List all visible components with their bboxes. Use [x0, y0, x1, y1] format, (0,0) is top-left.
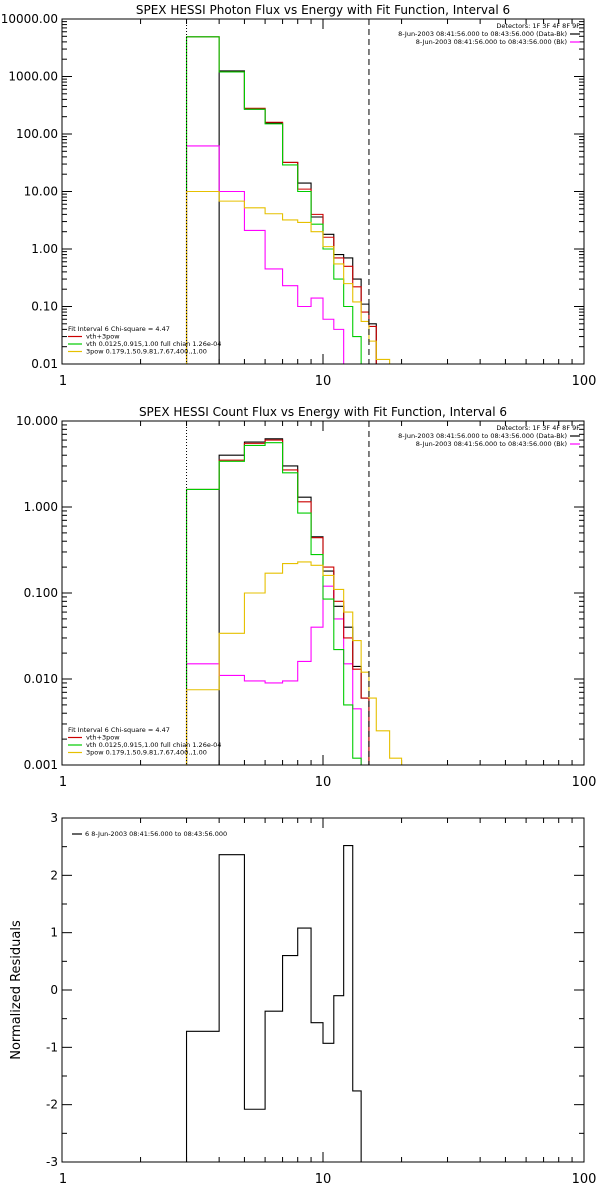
series-line-4	[185, 36, 370, 364]
legend-header: Fit Interval 6 Chi-square = 4.47	[68, 325, 170, 333]
y-tick-label: 0.01	[31, 357, 58, 371]
plot-area	[185, 36, 391, 364]
legend-entry: 8-Jun-2003 08:41:56.000 to 08:43:56.000 …	[398, 30, 567, 38]
plot-area	[185, 844, 362, 1162]
legend-entry: vth 0.0125,0.915,1.00 full chian 1.26e-0…	[86, 741, 221, 749]
series-line-5	[185, 561, 403, 765]
series-line-4	[185, 442, 362, 765]
legend-header: Fit Interval 6 Chi-square = 4.47	[68, 726, 170, 734]
legend-header: Detectors: 1F 3F 4F 8F 9F	[496, 424, 580, 432]
chart-title: SPEX HESSI Photon Flux vs Energy with Fi…	[136, 3, 510, 17]
legend-entry: 8-Jun-2003 08:41:56.000 to 08:43:56.000 …	[398, 432, 567, 440]
series-line-1	[185, 844, 362, 1162]
y-tick-label: 100.00	[16, 127, 58, 141]
legend-entry: vth 0.0125,0.915,1.00 full chian 1.26e-0…	[86, 340, 221, 348]
legend-entry: vth+3pow	[86, 333, 120, 341]
y-tick-label: 2	[50, 868, 58, 882]
y-tick-label: -3	[46, 1155, 58, 1169]
x-tick-label: 1	[59, 775, 67, 790]
y-tick-label: 10.000	[16, 414, 58, 428]
x-tick-label: 100	[572, 1172, 597, 1187]
y-tick-label: 1	[50, 926, 58, 940]
legend-entry: 6 8-Jun-2003 08:41:56.000 to 08:43:56.00…	[85, 830, 227, 838]
y-tick-label: 0.100	[24, 586, 58, 600]
series-line-1	[218, 438, 370, 765]
y-tick-label: 0.010	[24, 672, 58, 686]
legend-entry: 8-Jun-2003 08:41:56.000 to 08:43:56.000 …	[416, 440, 567, 448]
y-tick-label: 0.10	[31, 300, 58, 314]
x-tick-label: 1	[59, 374, 67, 389]
series-line-3	[185, 36, 377, 364]
series-line-2	[185, 585, 362, 765]
x-tick-label: 1	[59, 1172, 67, 1187]
x-tick-label: 10	[315, 1172, 332, 1187]
y-tick-label: 10000.00	[1, 12, 58, 26]
plot-frame	[61, 420, 585, 766]
y-tick-label: -1	[46, 1040, 58, 1054]
chart-1: SPEX HESSI Photon Flux vs Energy with Fi…	[1, 3, 597, 389]
y-tick-label: 1.00	[31, 242, 58, 256]
x-tick-label: 10	[315, 374, 332, 389]
y-axis-label: Normalized Residuals	[9, 920, 24, 1060]
x-tick-label: 10	[315, 775, 332, 790]
legend-entry: 3pow 0.179,1.50,9.81,7.67,400.,1.00	[86, 749, 207, 757]
series-line-2	[185, 145, 354, 364]
chart-2: SPEX HESSI Count Flux vs Energy with Fit…	[16, 405, 597, 790]
chart-3: 1 10 100 -3 -2 -1 0 1 2 3 Normalized Residuals 6 8-…	[9, 811, 597, 1187]
legend-entry: vth+3pow	[86, 734, 120, 742]
legend-header: Detectors: 1F 3F 4F 8F 9F	[496, 22, 580, 30]
plot-frame	[61, 18, 585, 365]
series-line-1	[218, 70, 377, 364]
x-tick-label: 100	[572, 374, 597, 389]
plot-area	[185, 438, 403, 765]
x-tick-label: 100	[572, 775, 597, 790]
y-tick-label: -2	[46, 1098, 58, 1112]
y-tick-label: 3	[50, 811, 58, 825]
plot-frame	[61, 817, 585, 1163]
y-tick-label: 1000.00	[8, 70, 58, 84]
series-line-3	[185, 439, 370, 765]
chart-title: SPEX HESSI Count Flux vs Energy with Fit…	[139, 405, 507, 419]
series-line-5	[185, 190, 391, 364]
y-tick-label: 10.00	[24, 185, 58, 199]
y-tick-label: 0	[50, 983, 58, 997]
legend-entry: 8-Jun-2003 08:41:56.000 to 08:43:56.000 …	[416, 38, 567, 46]
y-tick-label: 1.000	[24, 500, 58, 514]
legend-entry: 3pow 0.179,1.50,9.81,7.67,400.,1.00	[86, 348, 207, 356]
y-tick-label: 0.001	[24, 758, 58, 772]
